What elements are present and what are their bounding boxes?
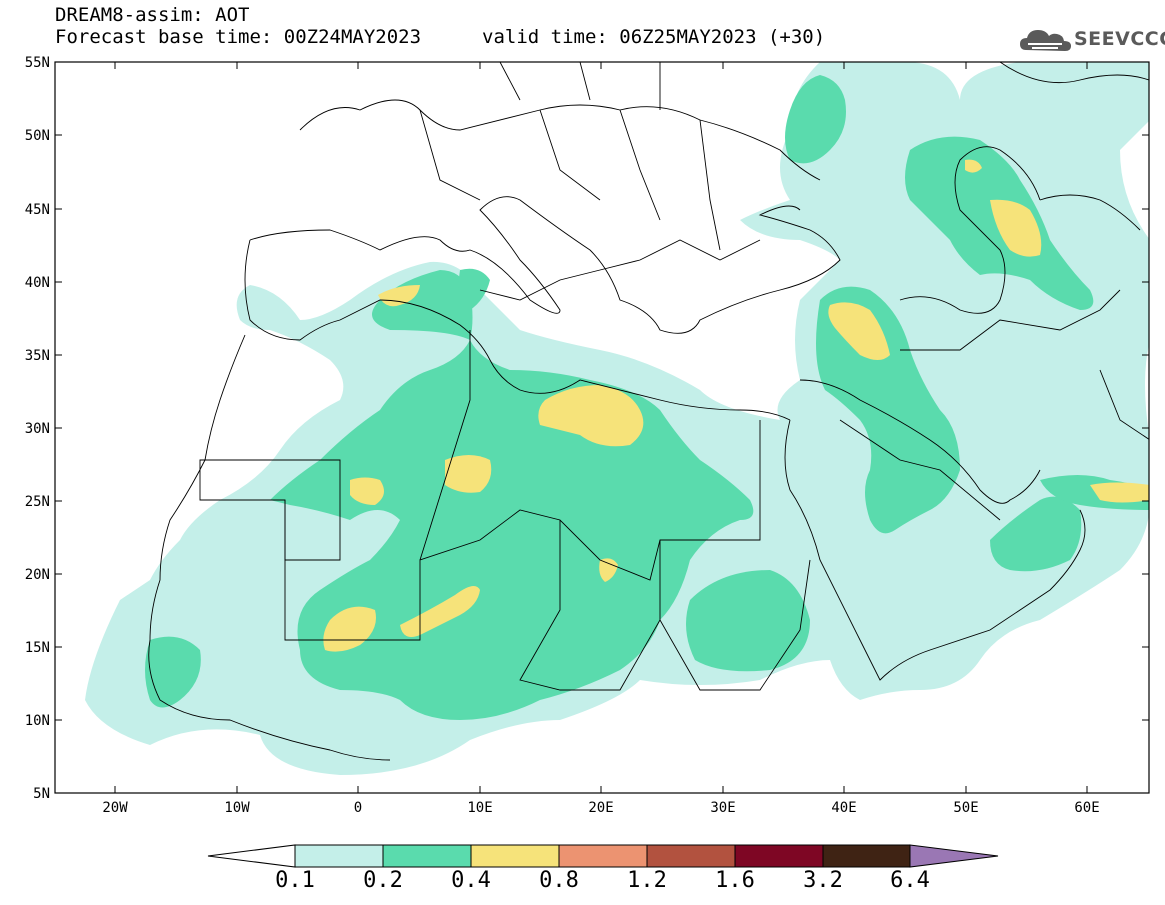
colorbar-swatch bbox=[382, 844, 472, 868]
lat-label: 25N bbox=[25, 494, 50, 510]
colorbar-swatch bbox=[558, 844, 648, 868]
lon-label: 30E bbox=[710, 800, 735, 816]
lon-label: 0 bbox=[354, 800, 362, 816]
latitude-axis: 55N 50N 45N 40N 35N 30N 25N 20N 15N 10N … bbox=[25, 55, 1149, 802]
colorbar-swatch bbox=[822, 844, 911, 868]
forecast-base-time: Forecast base time: 00Z24MAY2023 bbox=[55, 26, 422, 48]
lat-label: 5N bbox=[33, 786, 50, 802]
aot-contour-fields bbox=[85, 62, 1149, 775]
lon-label: 10E bbox=[467, 800, 492, 816]
lat-label: 40N bbox=[25, 275, 50, 291]
lat-label: 10N bbox=[25, 713, 50, 729]
colorbar-swatch bbox=[734, 844, 824, 868]
logo-text: SEEVCCC bbox=[1074, 28, 1165, 50]
colorbar-label: 0.8 bbox=[539, 868, 579, 893]
lon-label: 60E bbox=[1074, 800, 1099, 816]
lat-label: 50N bbox=[25, 128, 50, 144]
lon-label: 10W bbox=[224, 800, 250, 816]
lat-label: 20N bbox=[25, 567, 50, 583]
seevccc-logo: SEEVCCC bbox=[1018, 24, 1165, 58]
aot-level-0-4 bbox=[323, 159, 1149, 652]
map-title: DREAM8-assim: AOT bbox=[55, 4, 250, 26]
colorbar-left-arrow bbox=[207, 844, 296, 868]
lon-label: 20W bbox=[102, 800, 128, 816]
aot-level-0-2 bbox=[145, 75, 1149, 720]
colorbar-label: 0.4 bbox=[451, 868, 491, 893]
colorbar bbox=[207, 844, 999, 868]
lat-label: 30N bbox=[25, 421, 50, 437]
lat-label: 45N bbox=[25, 202, 50, 218]
colorbar-right-arrow bbox=[909, 844, 999, 868]
colorbar-label: 0.2 bbox=[363, 868, 403, 893]
colorbar-swatch bbox=[646, 844, 736, 868]
colorbar-label: 1.6 bbox=[715, 868, 755, 893]
colorbar-swatch bbox=[470, 844, 560, 868]
colorbar-label: 0.1 bbox=[275, 868, 315, 893]
lat-label: 35N bbox=[25, 348, 50, 364]
lat-label: 55N bbox=[25, 55, 50, 71]
lon-label: 40E bbox=[831, 800, 856, 816]
longitude-axis: 20W 10W 0 10E 20E 30E 40E 50E 60E bbox=[102, 62, 1100, 816]
lat-label: 15N bbox=[25, 640, 50, 656]
colorbar-label: 3.2 bbox=[803, 868, 843, 893]
colorbar-label: 1.2 bbox=[627, 868, 667, 893]
lon-label: 20E bbox=[588, 800, 613, 816]
colorbar-label: 6.4 bbox=[890, 868, 930, 893]
cloud-logo-icon bbox=[1020, 30, 1071, 51]
lon-label: 50E bbox=[953, 800, 978, 816]
valid-time: valid time: 06Z25MAY2023 (+30) bbox=[482, 26, 826, 48]
coastlines-borders bbox=[148, 62, 1149, 761]
colorbar-swatch bbox=[294, 844, 384, 868]
